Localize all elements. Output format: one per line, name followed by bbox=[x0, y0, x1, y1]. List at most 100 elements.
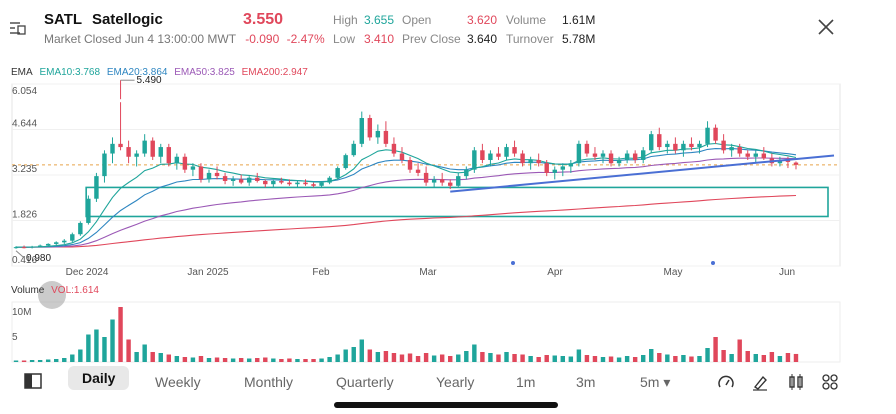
volume-bar bbox=[303, 359, 308, 362]
quote-high-value: 3.655 bbox=[364, 13, 395, 27]
candle-body bbox=[697, 143, 702, 148]
candle-body bbox=[343, 155, 348, 169]
volume-bar bbox=[359, 339, 364, 362]
volume-bar bbox=[496, 354, 501, 362]
price-chart[interactable]: 6.054 4.644 3.235 1.826 0.416 Dec 2024 Jan 20… bbox=[0, 0, 896, 366]
volume-bar bbox=[737, 339, 742, 362]
candle-body bbox=[624, 153, 630, 160]
ema10-line bbox=[15, 142, 797, 248]
candle-body bbox=[391, 143, 397, 154]
volume-bar bbox=[158, 353, 163, 362]
price-change: -0.090 bbox=[245, 32, 280, 46]
volume-bar bbox=[21, 360, 27, 362]
candle-body bbox=[142, 140, 147, 154]
volume-bar bbox=[29, 360, 35, 362]
tab-weekly[interactable]: Weekly bbox=[155, 374, 201, 390]
candle-body bbox=[206, 172, 212, 180]
candle-body bbox=[238, 179, 244, 183]
candle-body bbox=[657, 134, 662, 148]
quote-prev-close: Prev Close bbox=[402, 32, 461, 46]
tab-1m[interactable]: 1m bbox=[516, 374, 536, 390]
candlestick-icon[interactable] bbox=[787, 373, 805, 396]
candle-body bbox=[793, 162, 799, 165]
home-indicator[interactable] bbox=[334, 402, 558, 408]
candle-body bbox=[415, 169, 421, 173]
volume-bar bbox=[785, 353, 791, 362]
tab-3m[interactable]: 3m bbox=[576, 374, 596, 390]
candle-body bbox=[576, 143, 582, 164]
volume-bar bbox=[118, 307, 123, 362]
volume-bar bbox=[793, 353, 799, 362]
candle-body bbox=[279, 180, 284, 183]
candle-body bbox=[681, 143, 686, 151]
price-tick-label: 1.826 bbox=[12, 210, 37, 221]
volume-bar bbox=[456, 354, 461, 362]
candle-body bbox=[45, 243, 51, 246]
candle-body bbox=[62, 240, 67, 243]
candle-body bbox=[222, 176, 228, 181]
volume-bar bbox=[142, 344, 147, 362]
candle-body bbox=[54, 242, 59, 244]
candle-body bbox=[713, 127, 718, 141]
candle-body bbox=[600, 153, 606, 157]
candle-body bbox=[592, 153, 598, 157]
candle-body bbox=[673, 143, 678, 151]
volume-bar bbox=[576, 349, 582, 362]
list-menu-icon[interactable] bbox=[9, 19, 27, 37]
candle-body bbox=[753, 153, 758, 157]
volume-bar bbox=[54, 359, 59, 362]
drag-handle[interactable] bbox=[38, 281, 66, 309]
volume-bar bbox=[134, 352, 139, 362]
draw-pen-icon[interactable] bbox=[751, 373, 769, 396]
volume-bar bbox=[230, 358, 236, 362]
layout-toggle-icon[interactable] bbox=[24, 373, 42, 394]
gauge-icon[interactable] bbox=[717, 373, 735, 396]
ema10-value: EMA10:3.768 bbox=[39, 67, 101, 78]
volume-bar bbox=[608, 356, 614, 362]
candle-body bbox=[174, 156, 180, 164]
ema-legend: EMA EMA10:3.768 EMA20:3.864 EMA50:3.825 … bbox=[11, 67, 312, 78]
market-status: Market Closed Jun 4 13:00:00 MWT bbox=[44, 32, 236, 46]
volume-bar bbox=[238, 358, 244, 362]
candle-body bbox=[472, 150, 477, 170]
candle-body bbox=[705, 127, 710, 144]
candle-body bbox=[311, 184, 316, 186]
volume-bar bbox=[568, 356, 574, 362]
volume-bar bbox=[375, 352, 381, 362]
volume-bar bbox=[480, 352, 485, 362]
candle-body bbox=[504, 147, 509, 157]
grid-icon[interactable] bbox=[821, 373, 839, 396]
close-icon[interactable] bbox=[816, 17, 836, 37]
volume-bar bbox=[705, 348, 710, 362]
candle-body bbox=[230, 179, 236, 181]
date-tick-label: Jan 2025 bbox=[187, 267, 229, 278]
ema20-value: EMA20:3.864 bbox=[106, 67, 168, 78]
tab-monthly[interactable]: Monthly bbox=[244, 374, 294, 390]
tab-quarterly[interactable]: Quarterly bbox=[336, 374, 394, 390]
candle-body bbox=[29, 246, 35, 248]
volume-bar bbox=[335, 354, 340, 362]
volume-bar bbox=[681, 355, 686, 362]
volume-bar bbox=[464, 351, 469, 362]
volume-bar bbox=[488, 353, 493, 362]
volume-bar bbox=[206, 358, 212, 362]
candle-body bbox=[367, 118, 373, 138]
candle-body bbox=[560, 166, 566, 170]
quote-prev-close-value: 3.640 bbox=[467, 32, 498, 46]
tab-yearly[interactable]: Yearly bbox=[436, 374, 475, 390]
volume-bar bbox=[383, 351, 389, 362]
volume-bar bbox=[367, 349, 373, 362]
candle-body bbox=[134, 153, 139, 157]
candle-body bbox=[375, 130, 381, 138]
volume-bar bbox=[45, 359, 51, 362]
volume-tick-label: 5 bbox=[12, 332, 18, 343]
volume-bar bbox=[166, 354, 172, 362]
date-tick-label: Apr bbox=[547, 267, 563, 278]
candle-body bbox=[359, 118, 364, 144]
tab-5m[interactable]: 5m ▾ bbox=[640, 374, 671, 390]
tab-daily[interactable]: Daily bbox=[68, 366, 130, 390]
volume-bar bbox=[407, 353, 413, 362]
quote-turnover: Turnover bbox=[506, 32, 554, 46]
candle-body bbox=[166, 147, 172, 164]
volume-bar bbox=[777, 356, 783, 362]
